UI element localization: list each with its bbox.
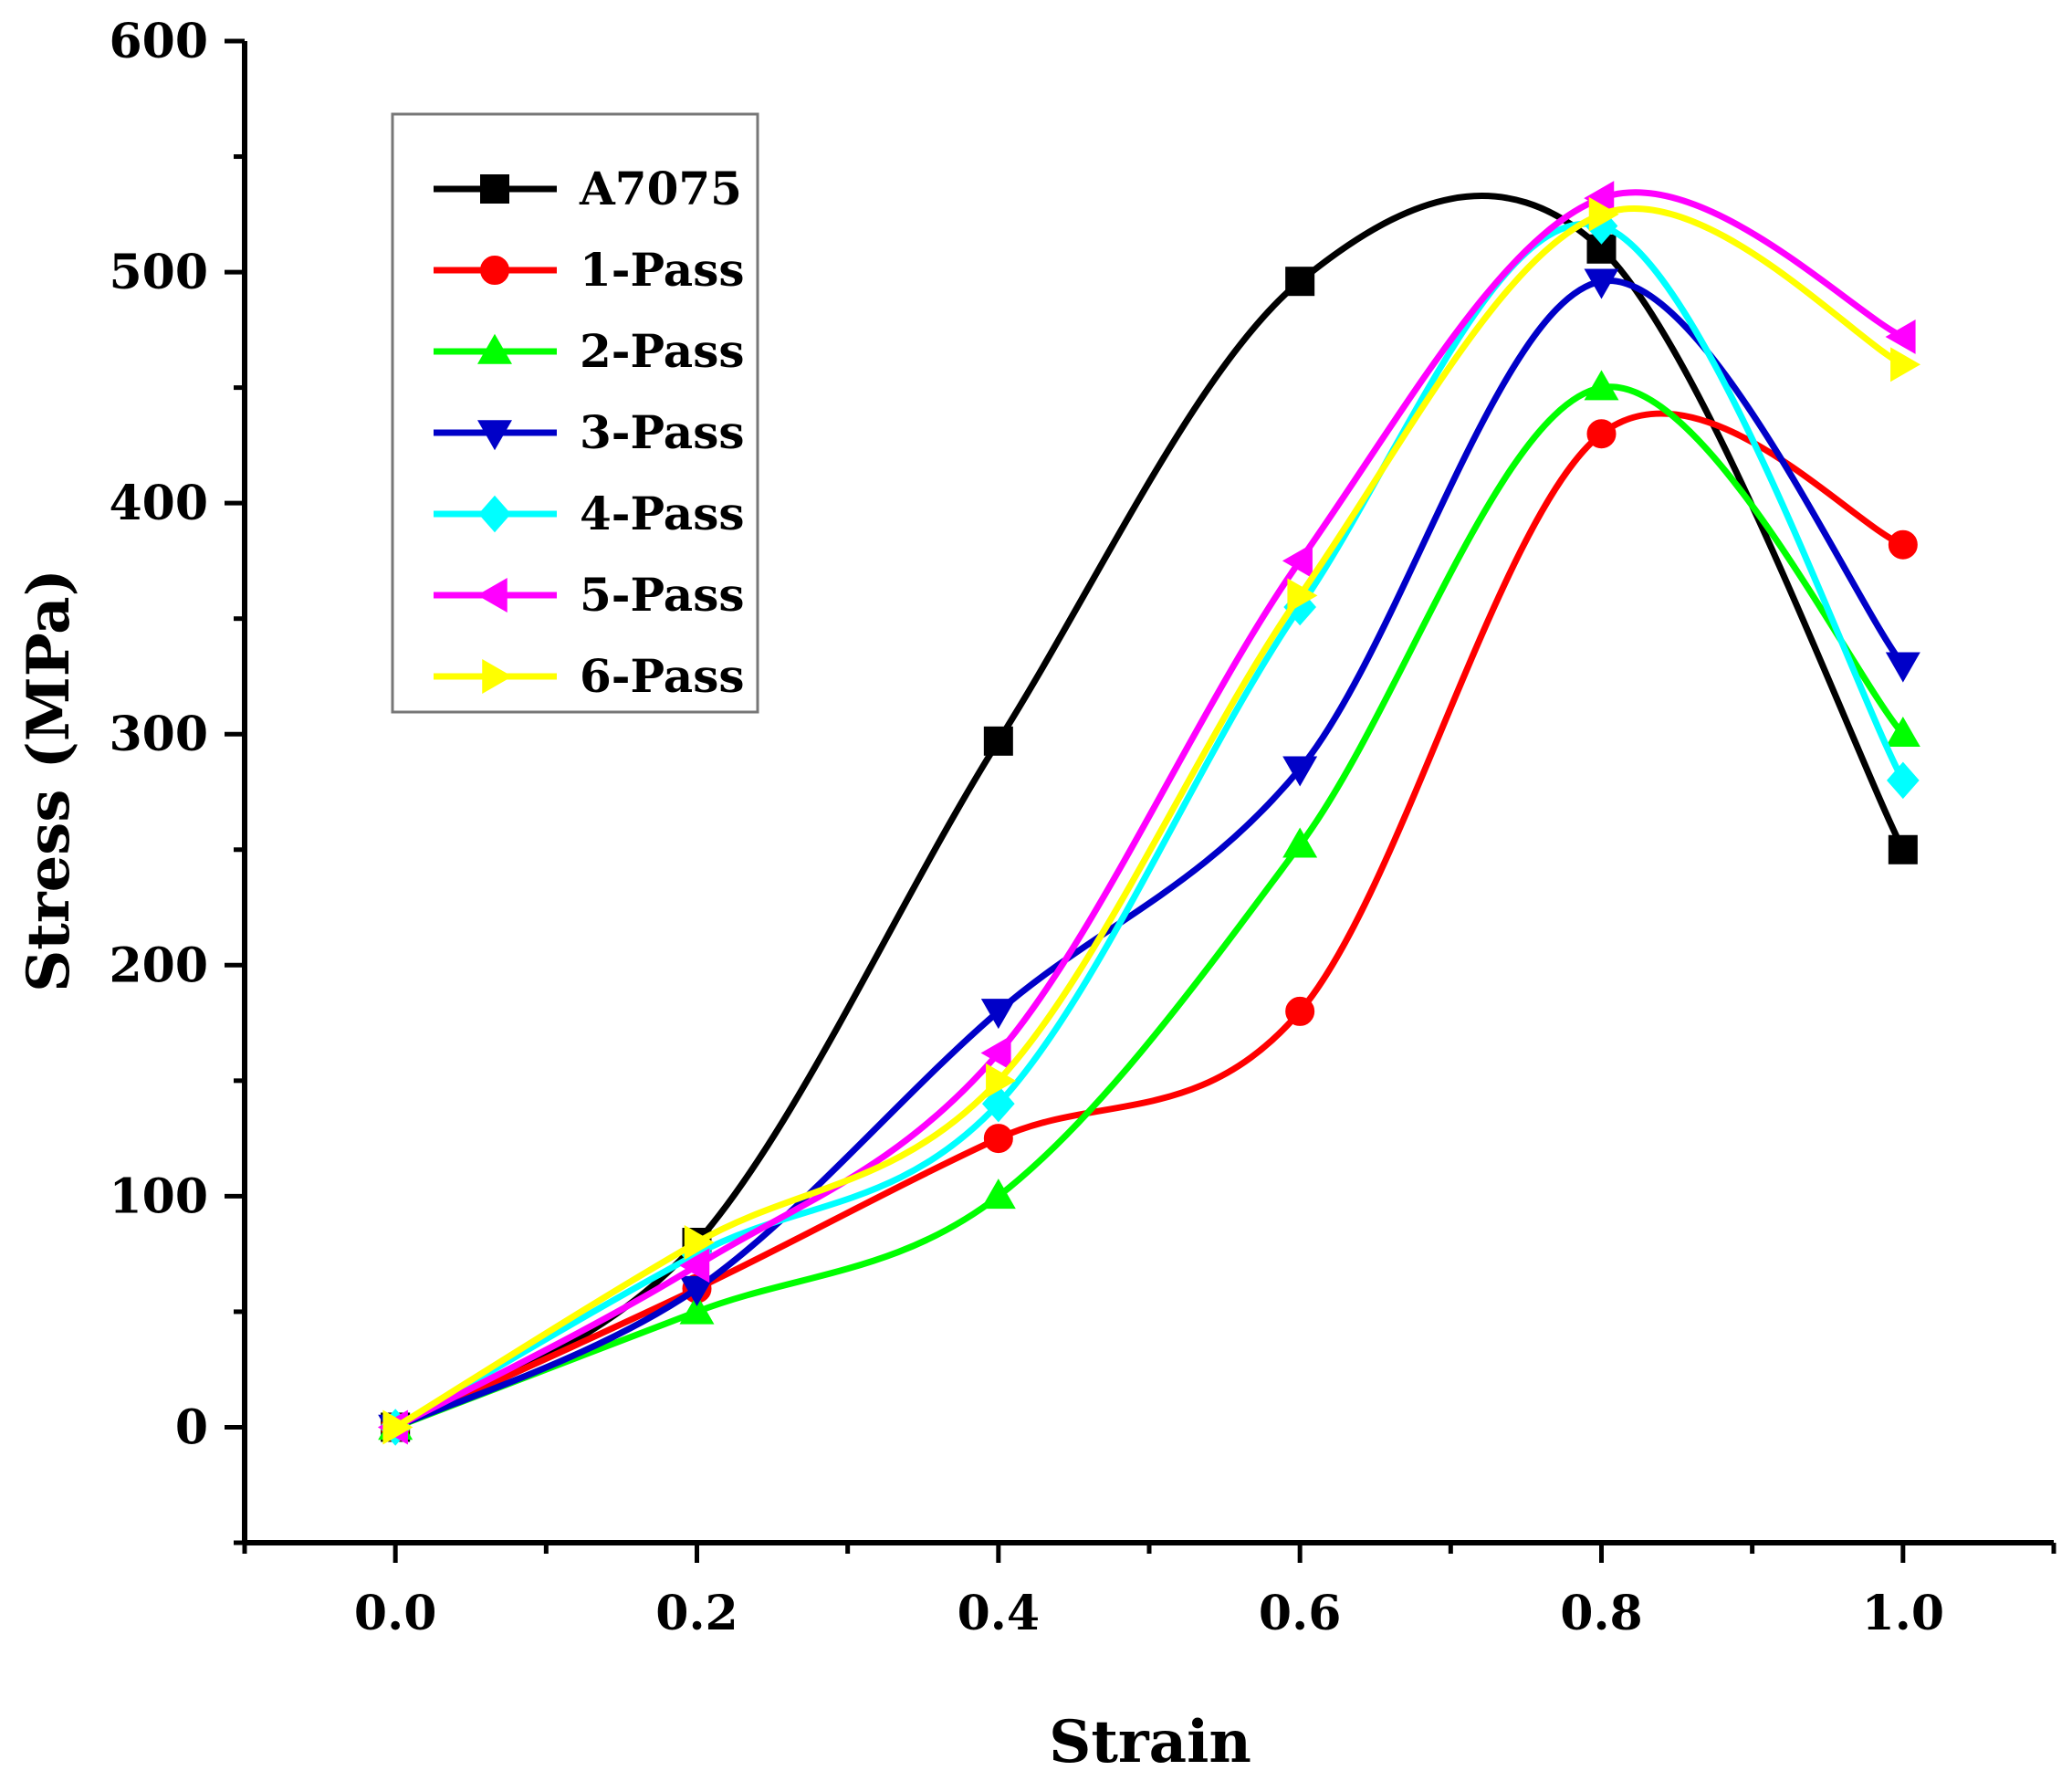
- legend-item: 2-Pass: [434, 324, 745, 378]
- legend-marker: [477, 420, 512, 451]
- data-point: [382, 1409, 413, 1445]
- series-layer: [377, 181, 1921, 1446]
- data-point: [1588, 196, 1619, 232]
- x-axis-title: Strain: [1049, 1708, 1251, 1776]
- axes-layer: 0 100 200 300 400 500 600 0.0 0.2 0.4 0.6 0.8 1.0: [109, 14, 2056, 1641]
- y-tick-label: 100: [109, 1168, 208, 1224]
- series-3-pass: [378, 268, 1920, 1445]
- series-5-pass: [377, 181, 1916, 1445]
- legend-item: 6-Pass: [434, 649, 745, 703]
- legend-item: 1-Pass: [434, 243, 745, 297]
- legend-marker: [477, 333, 512, 364]
- data-point: [1890, 347, 1921, 382]
- legend-marker: [482, 659, 513, 694]
- y-tick-label: 500: [109, 245, 208, 300]
- x-tick-label: 0.4: [958, 1586, 1040, 1641]
- data-point: [1285, 267, 1315, 297]
- legend-box: [391, 112, 759, 714]
- y-axis-title: Stress (MPa): [15, 569, 83, 992]
- data-point: [679, 1248, 710, 1283]
- data-point: [1584, 268, 1619, 299]
- data-point: [1885, 319, 1916, 354]
- data-point: [986, 1063, 1017, 1098]
- data-point: [1586, 419, 1617, 449]
- data-point: [1285, 996, 1315, 1026]
- legend-label: 6-Pass: [580, 649, 745, 703]
- legend-label: 5-Pass: [580, 568, 745, 622]
- data-point: [1888, 529, 1918, 560]
- data-point: [1885, 652, 1920, 683]
- data-point: [1282, 543, 1313, 579]
- data-point: [980, 1179, 1016, 1210]
- data-point: [1885, 716, 1920, 747]
- data-point: [983, 726, 1013, 756]
- legend-label: 3-Pass: [580, 405, 745, 459]
- series-line: [392, 204, 1907, 1430]
- series-6-pass: [382, 196, 1921, 1445]
- series-line: [392, 189, 1907, 1430]
- y-tick-label: 300: [109, 707, 208, 762]
- data-point: [1287, 578, 1318, 613]
- legend: A7075 1-Pass 2-Pass 3-Pass 4-Pass 5-Pass 6-Pas…: [391, 112, 759, 714]
- y-tick-label: 400: [109, 476, 208, 531]
- legend-label: 4-Pass: [580, 487, 745, 540]
- data-point: [980, 1035, 1011, 1071]
- x-tick-label: 0.0: [354, 1586, 436, 1641]
- data-point: [679, 1275, 715, 1306]
- legend-marker: [476, 578, 508, 613]
- data-point: [983, 1124, 1013, 1154]
- legend-item: A7075: [434, 162, 742, 215]
- data-point: [1282, 827, 1318, 858]
- legend-label: 1-Pass: [580, 243, 745, 297]
- y-tick-label: 200: [109, 938, 208, 993]
- data-point: [982, 1084, 1015, 1123]
- legend-marker: [478, 495, 511, 533]
- data-point: [980, 999, 1016, 1030]
- data-point: [684, 1225, 715, 1260]
- x-tick-label: 0.8: [1560, 1586, 1642, 1641]
- legend-marker: [480, 174, 509, 204]
- x-tick-label: 0.2: [655, 1586, 738, 1641]
- legend-marker: [480, 256, 509, 285]
- y-tick-label: 0: [175, 1399, 208, 1455]
- data-point: [1888, 834, 1918, 864]
- x-tick-label: 1.0: [1862, 1586, 1944, 1641]
- legend-item: 5-Pass: [434, 568, 745, 622]
- legend-label: A7075: [579, 162, 742, 215]
- x-tick-label: 0.6: [1259, 1586, 1341, 1641]
- y-tick-label: 600: [109, 14, 208, 69]
- data-point: [679, 1294, 715, 1325]
- data-point: [1887, 761, 1920, 800]
- data-point: [1584, 370, 1619, 401]
- legend-item: 4-Pass: [434, 487, 745, 540]
- legend-item: 3-Pass: [434, 405, 745, 459]
- data-point: [1282, 756, 1318, 787]
- legend-label: 2-Pass: [580, 324, 745, 378]
